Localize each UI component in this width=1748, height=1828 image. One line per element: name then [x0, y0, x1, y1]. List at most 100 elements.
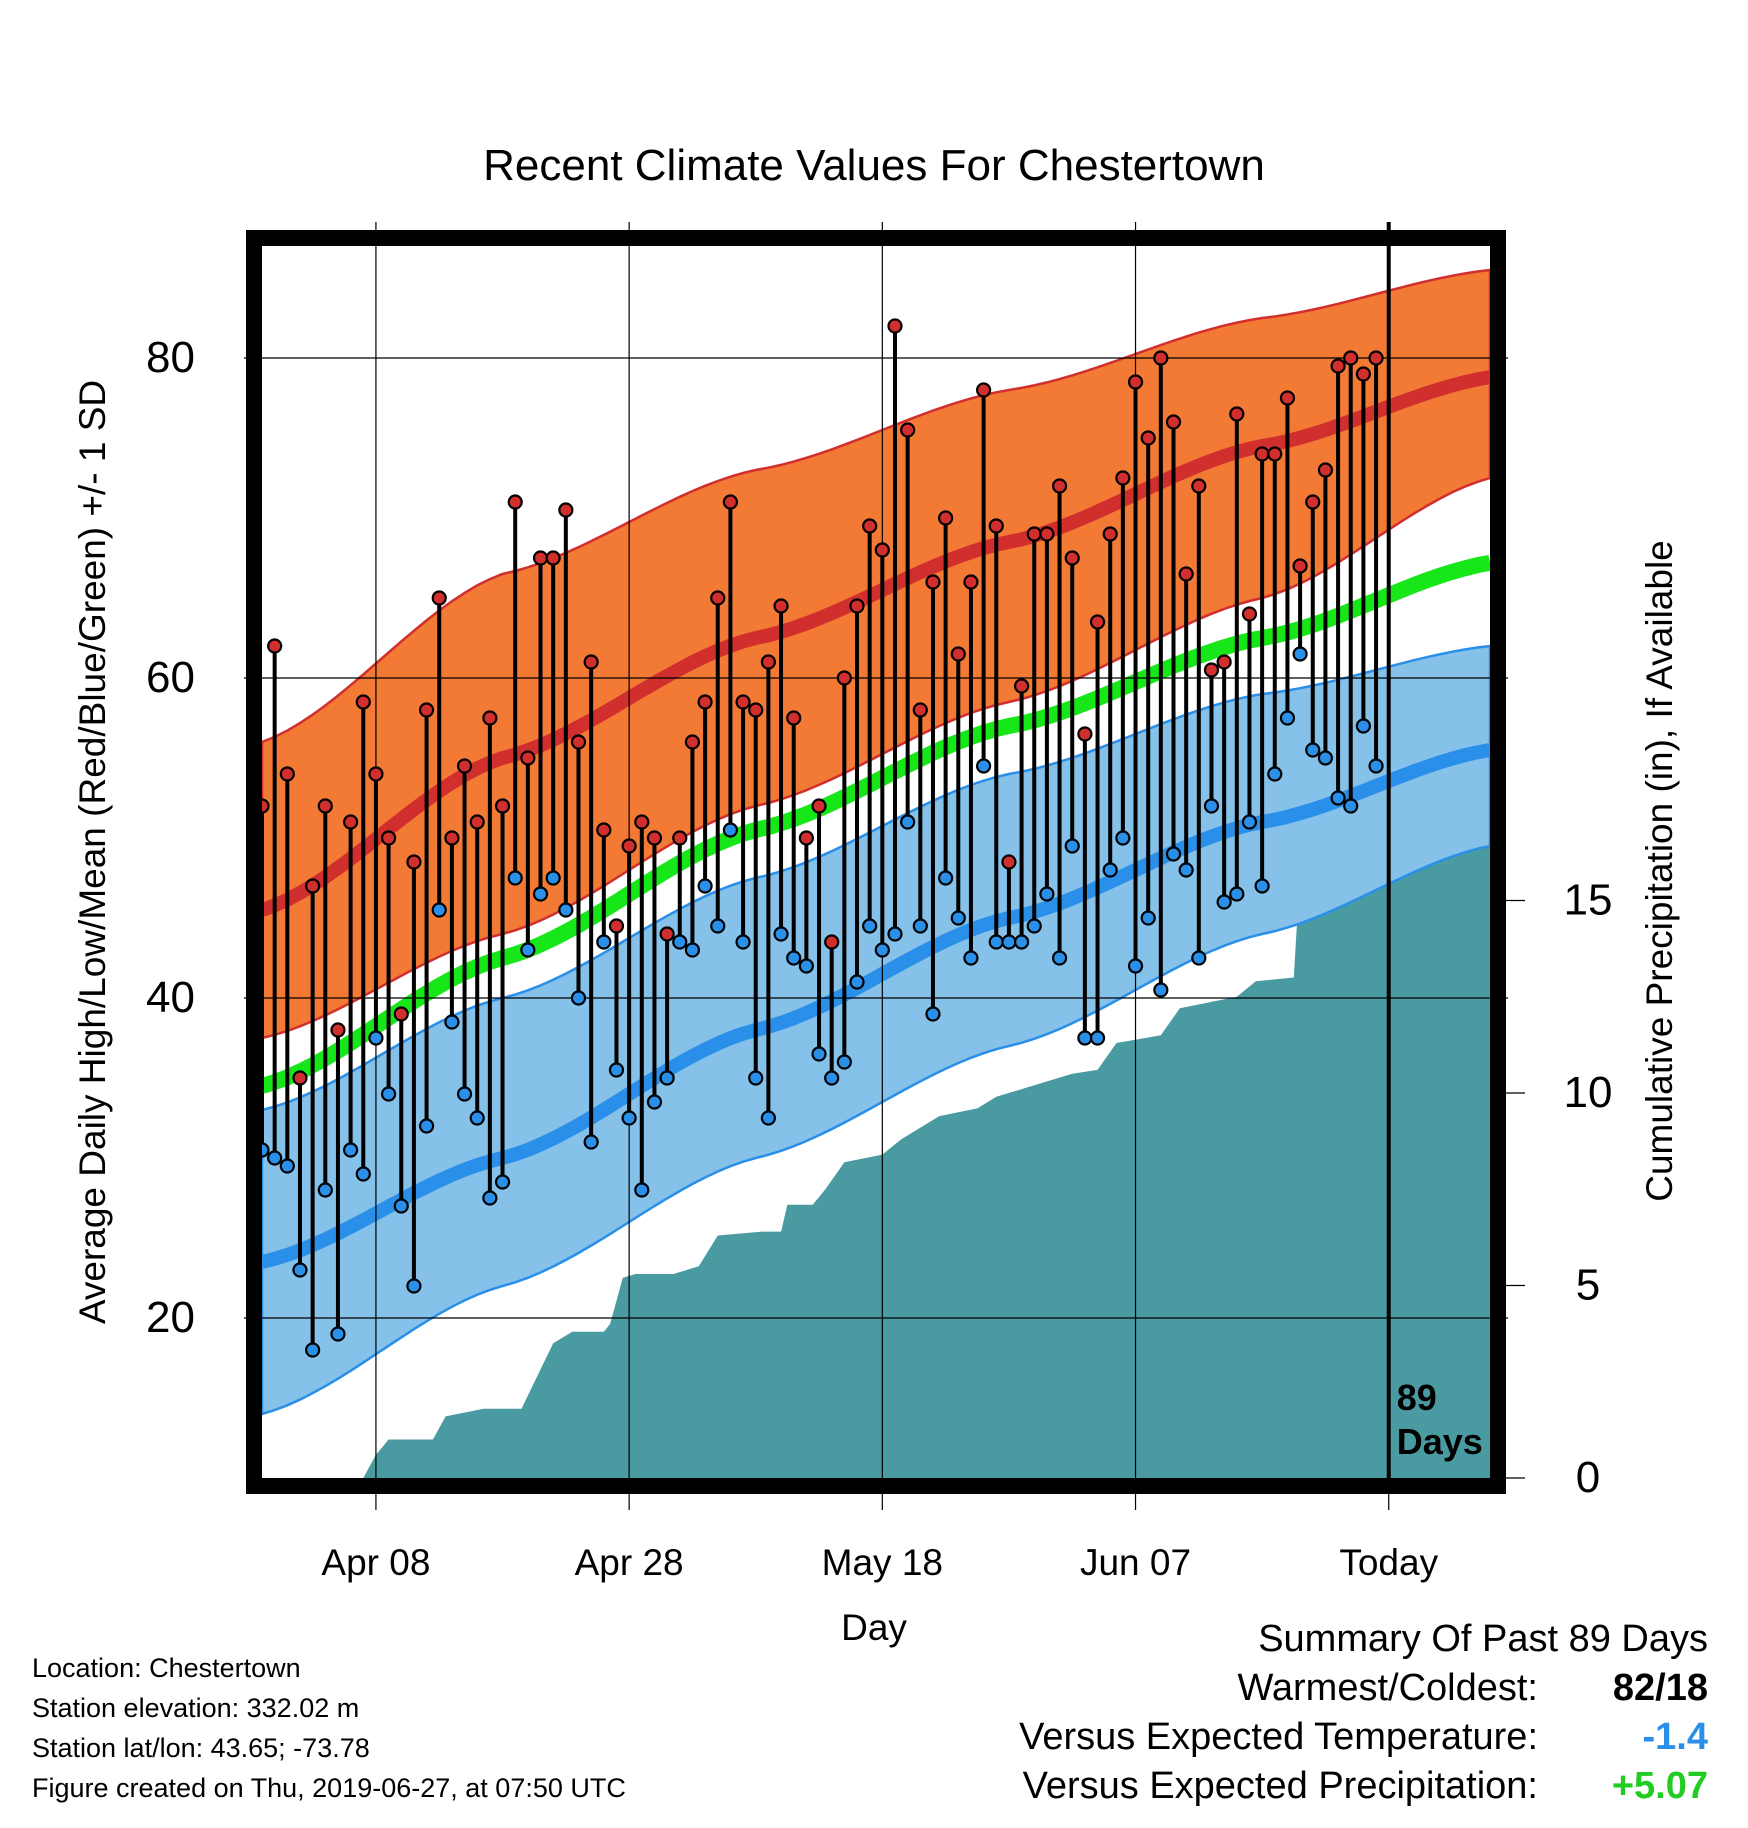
high-temp-point: [1077, 726, 1093, 742]
high-temp-point: [507, 494, 523, 510]
high-temp-point: [1153, 350, 1169, 366]
low-temp-point: [634, 1182, 650, 1198]
low-temp-point: [444, 1014, 460, 1030]
low-temp-point: [317, 1182, 333, 1198]
high-temp-point: [292, 1070, 308, 1086]
low-temp-point: [1191, 950, 1207, 966]
high-temp-point: [583, 654, 599, 670]
temp-label: Versus Expected Temperature:: [1019, 1716, 1538, 1758]
high-temp-point: [1241, 606, 1258, 622]
low-temp-point: [621, 1110, 637, 1126]
y2-tick-label: 10: [1564, 1068, 1613, 1117]
high-temp-point: [621, 838, 637, 854]
low-temp-point: [1254, 878, 1270, 894]
low-temp-point: [1165, 846, 1182, 862]
high-temp-point: [786, 710, 802, 726]
high-temp-point: [925, 574, 941, 590]
y-tick-label: 20: [146, 1293, 195, 1342]
high-temp-point: [1368, 350, 1384, 366]
low-normal-line: [260, 743, 1492, 1269]
high-temp-point: [1229, 406, 1245, 422]
high-temp-point: [1127, 374, 1144, 390]
low-temp-point: [1203, 798, 1220, 814]
high-temp-point: [608, 918, 625, 934]
low-temp-point: [1355, 718, 1372, 734]
high-temp-point: [760, 654, 776, 670]
high-temp-point: [634, 814, 650, 830]
high-temp-point: [482, 710, 498, 726]
high-temp-point: [545, 550, 561, 566]
low-temp-point: [520, 942, 536, 958]
today-marker-label: 89: [1397, 1377, 1437, 1418]
high-temp-point: [368, 766, 384, 782]
low-temp-point: [1102, 862, 1118, 878]
high-temp-point: [1254, 446, 1270, 462]
low-temp-point: [380, 1086, 397, 1102]
high-temp-point: [1013, 678, 1030, 694]
x-tick-label: May 18: [822, 1542, 943, 1583]
high-temp-point: [431, 590, 447, 606]
low-temp-point: [1001, 934, 1017, 950]
low-temp-point: [976, 758, 992, 774]
low-temp-point: [988, 934, 1004, 950]
low-temp-point: [292, 1262, 308, 1278]
low-temp-point: [355, 1166, 371, 1182]
x-axis-label: Day: [841, 1607, 907, 1648]
low-temp-point: [532, 886, 549, 902]
low-temp-point: [1140, 910, 1156, 926]
y2-axis-label: Cumulative Precipitation (in), If Availa…: [1639, 540, 1680, 1202]
high-temp-point: [811, 798, 827, 814]
low-temp-point: [1026, 918, 1042, 934]
low-temp-point: [1343, 798, 1359, 814]
low-temp-point: [824, 1070, 840, 1086]
high-temp-point: [849, 598, 865, 614]
high-temp-point: [1051, 478, 1068, 494]
high-temp-point: [1001, 854, 1017, 870]
summary-heading: Summary Of Past 89 Days: [1258, 1618, 1708, 1660]
low-temp-point: [558, 902, 574, 918]
high-temp-point: [1026, 526, 1042, 542]
high-temp-point: [887, 318, 903, 334]
low-temp-point: [1305, 742, 1321, 758]
low-temp-point: [925, 1006, 941, 1022]
high-temp-point: [963, 574, 979, 590]
high-temp-point: [1064, 550, 1080, 566]
high-temp-point: [1216, 654, 1232, 670]
low-temp-point: [672, 934, 688, 950]
low-temp-point: [1039, 886, 1055, 902]
high-temp-point: [444, 830, 460, 846]
low-temp-point: [596, 934, 612, 950]
high-temp-point: [456, 758, 473, 774]
high-temp-point: [1317, 462, 1334, 478]
warmest-label: Warmest/Coldest:: [1237, 1667, 1538, 1709]
high-temp-point: [684, 734, 701, 750]
high-temp-point: [874, 542, 890, 558]
low-temp-point: [684, 942, 701, 958]
summary-warmest-row: Warmest/Coldest: 82/18: [1019, 1664, 1708, 1713]
high-temp-point: [330, 1022, 346, 1038]
high-temp-point: [697, 694, 713, 710]
low-temp-point: [798, 958, 814, 974]
low-temp-point: [912, 918, 928, 934]
y-tick-label: 80: [146, 333, 195, 382]
low-temp-point: [1267, 766, 1283, 782]
high-temp-point: [305, 878, 321, 894]
low-temp-point: [1216, 894, 1232, 910]
high-temp-point: [824, 934, 840, 950]
high-temp-point: [1039, 526, 1055, 542]
y-tick-label: 40: [146, 973, 195, 1022]
high-temp-point: [1330, 358, 1346, 374]
precip-area: [262, 846, 1490, 1478]
high-temp-point: [532, 550, 549, 566]
summary-temp-row: Versus Expected Temperature: -1.4: [1019, 1713, 1708, 1762]
low-temp-point: [431, 902, 447, 918]
high-temp-point: [900, 422, 916, 438]
low-temp-point: [963, 950, 979, 966]
plot-frame: [246, 230, 1506, 1494]
created-text: Figure created on Thu, 2019-06-27, at 07…: [32, 1773, 626, 1803]
low-temp-point: [900, 814, 916, 830]
low-temp-point: [1089, 1030, 1106, 1046]
low-temp-point: [836, 1054, 852, 1070]
